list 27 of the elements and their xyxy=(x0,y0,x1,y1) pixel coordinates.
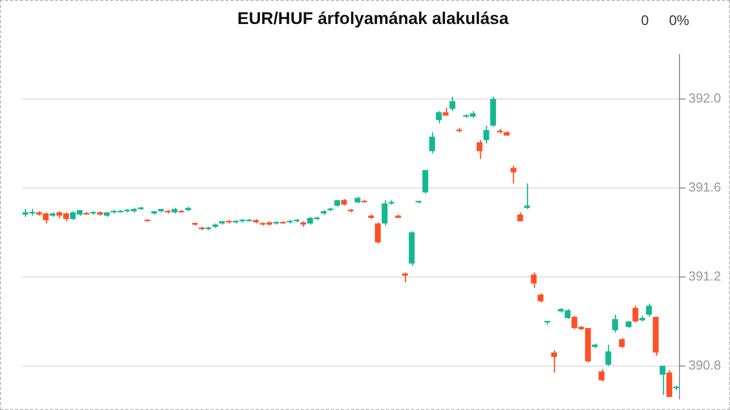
candlestick xyxy=(598,368,604,382)
candlestick xyxy=(510,165,516,184)
candlestick xyxy=(530,272,537,289)
candlestick xyxy=(422,169,428,194)
candlestick xyxy=(605,344,612,366)
y-tick-label: 391.2 xyxy=(688,268,722,284)
candlestick xyxy=(374,222,381,244)
candlestick xyxy=(429,132,435,154)
y-tick-label: 392.0 xyxy=(688,90,722,106)
candlestick xyxy=(476,139,482,160)
candlestick xyxy=(436,110,442,124)
y-tick-label: 390.8 xyxy=(688,357,722,372)
y-tick-label: 391.6 xyxy=(688,179,722,194)
candlestick xyxy=(618,337,625,349)
candlestick xyxy=(551,350,557,374)
text: 0% xyxy=(669,12,690,28)
chart-title: EUR/HUF árfolyamának alakulása xyxy=(237,8,510,28)
candlestick xyxy=(632,305,638,324)
candlestick xyxy=(660,365,666,396)
text: 0 xyxy=(641,12,649,28)
candlestick xyxy=(483,124,490,144)
candlestick xyxy=(612,314,618,334)
candlestick xyxy=(382,200,388,226)
candlestick xyxy=(450,96,456,112)
candlestick xyxy=(524,182,530,210)
candlestick xyxy=(646,302,652,318)
candlestick xyxy=(402,272,408,284)
